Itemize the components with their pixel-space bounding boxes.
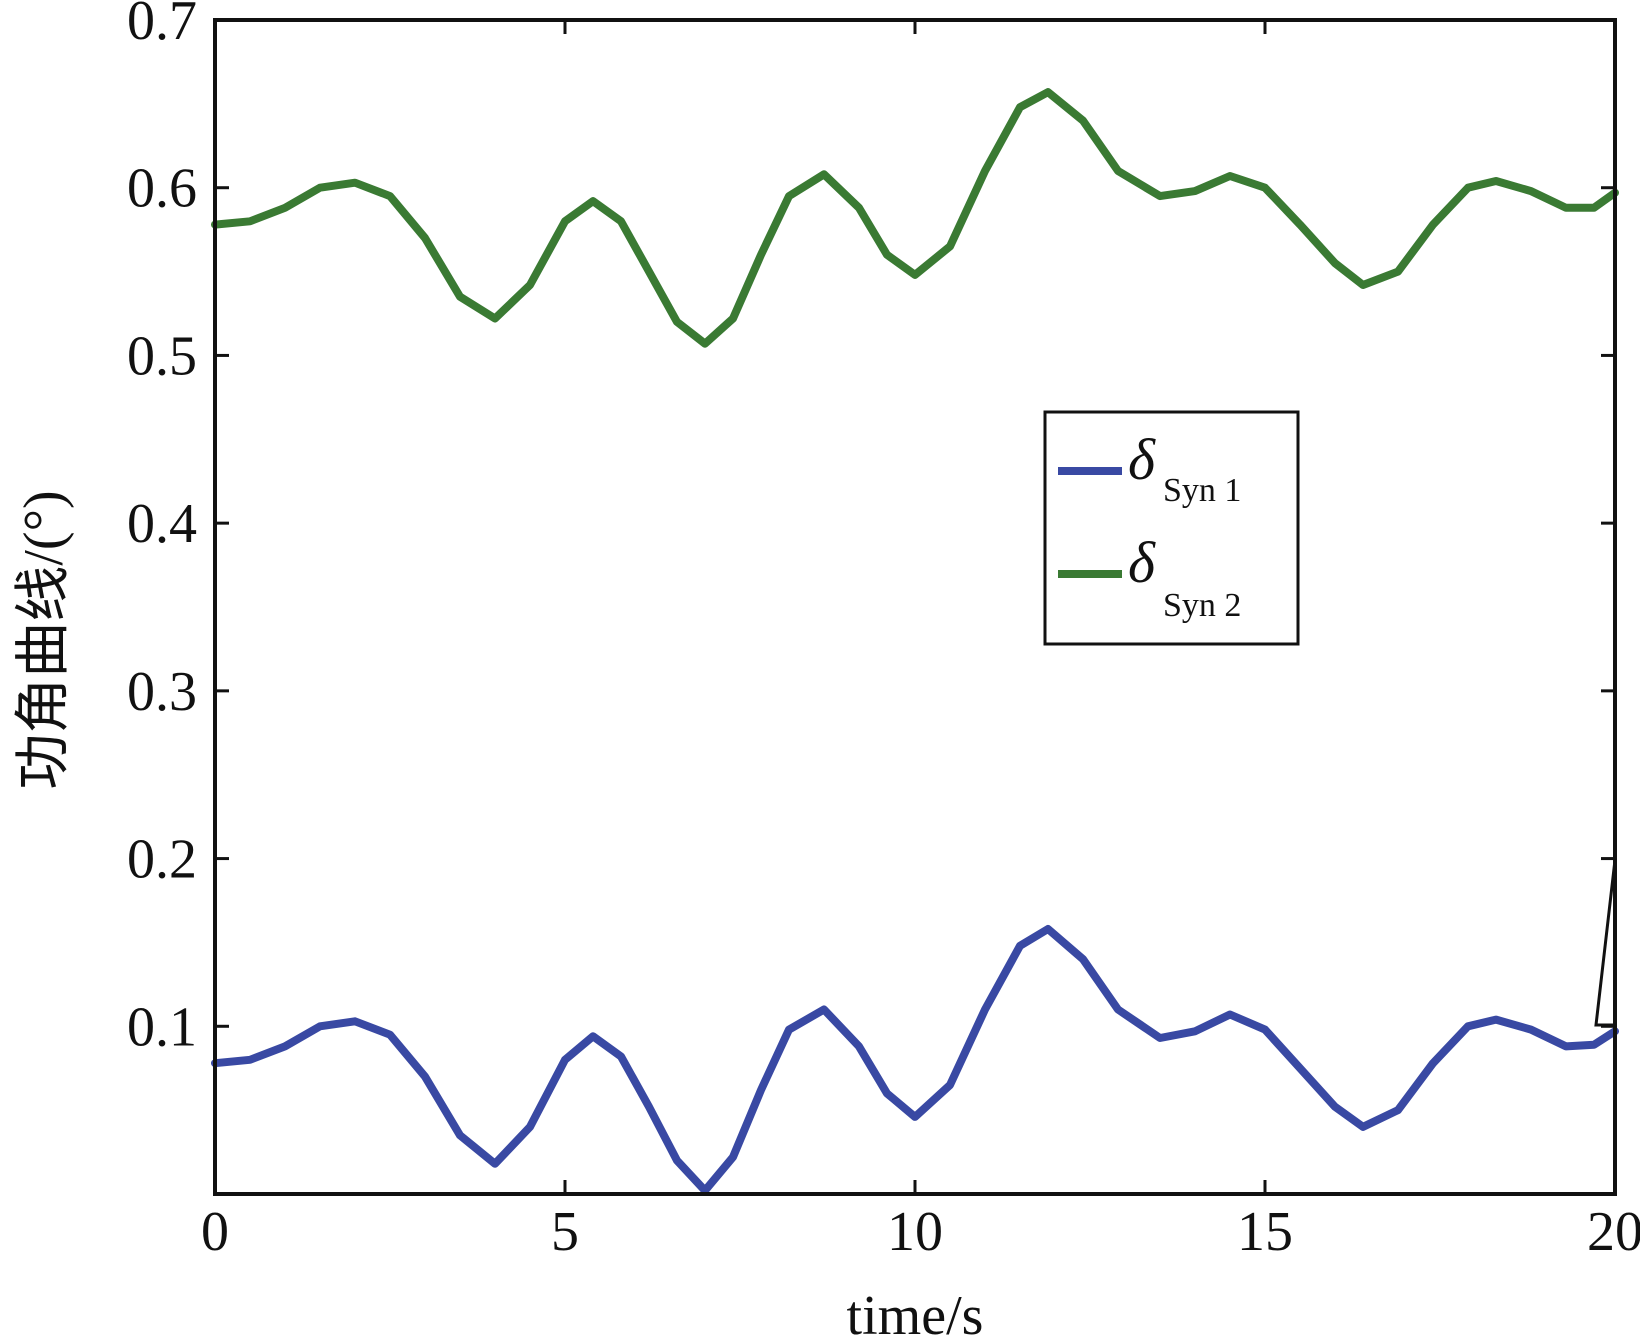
x-tick-label-4: 20 (1587, 1201, 1640, 1263)
y-tick-label-5: 0.6 (127, 158, 197, 220)
legend-subscript-syn2: Syn 2 (1163, 587, 1241, 624)
x-axis-label: time/s (847, 1285, 984, 1344)
y-tick-label-1: 0.2 (127, 829, 197, 891)
axis-tick-labels: 0 5 10 15 20 0.1 0.2 0.3 0.4 0.5 0.6 0.7 (127, 0, 1640, 1263)
y-tick-label-2: 0.3 (127, 661, 197, 723)
legend-item-syn1: δ Syn 1 (1058, 427, 1241, 509)
legend-item-syn2: δ Syn 2 (1058, 530, 1241, 624)
y-axis-label: 功角曲线/(°) (13, 490, 75, 789)
series-line-2 (211, 88, 1619, 348)
legend-symbol-syn2: δ (1128, 530, 1156, 595)
legend: δ Syn 1 δ Syn 2 (1043, 410, 1300, 646)
legend-symbol-syn1: δ (1128, 427, 1156, 492)
y-tick-label-4: 0.5 (127, 325, 197, 387)
y-tick-label-0: 0.1 (127, 996, 197, 1058)
x-tick-label-1: 5 (551, 1201, 579, 1263)
y-tick-label-3: 0.4 (127, 493, 197, 555)
y-tick-label-6: 0.7 (127, 0, 197, 52)
plot-background (215, 20, 1615, 1194)
series-line-1 (211, 925, 1619, 1195)
legend-box (1043, 410, 1300, 646)
x-tick-label-3: 15 (1237, 1201, 1293, 1263)
annotation-marker (1594, 859, 1617, 1027)
legend-subscript-syn1: Syn 1 (1163, 472, 1241, 509)
plot-frame (213, 18, 1617, 1196)
x-tick-label-2: 10 (887, 1201, 943, 1263)
x-tick-label-0: 0 (201, 1201, 229, 1263)
series-lines (211, 88, 1619, 1195)
